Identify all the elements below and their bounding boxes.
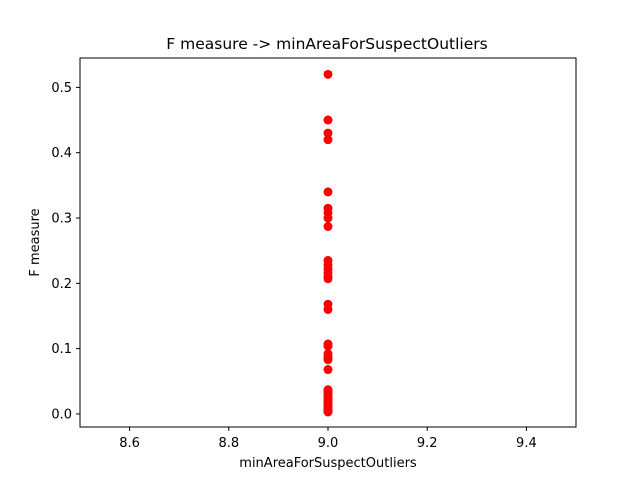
x-tick-label: 9.0 <box>318 436 339 451</box>
data-point <box>323 187 333 197</box>
y-tick-label: 0.5 <box>51 81 72 96</box>
data-point <box>323 355 333 365</box>
y-tick-label: 0.2 <box>51 277 72 292</box>
data-point <box>323 407 333 417</box>
y-tick-label: 0.3 <box>51 212 72 227</box>
data-point <box>323 304 333 314</box>
y-tick-label: 0.0 <box>51 407 72 422</box>
data-point <box>323 115 333 125</box>
data-point <box>323 128 333 138</box>
y-axis-ticks: 0.0 0.1 0.2 0.3 0.4 0.5 <box>51 81 80 422</box>
data-point <box>323 341 333 351</box>
y-tick-label: 0.1 <box>51 342 72 357</box>
data-point <box>323 221 333 231</box>
data-point <box>323 69 333 79</box>
x-tick-label: 9.2 <box>417 436 438 451</box>
x-axis-label: minAreaForSuspectOutliers <box>239 456 417 471</box>
chart-title: F measure -> minAreaForSuspectOutliers <box>166 35 487 53</box>
data-point <box>323 274 333 284</box>
data-points <box>323 69 333 417</box>
x-tick-label: 9.4 <box>516 436 537 451</box>
x-tick-label: 8.6 <box>119 436 140 451</box>
x-axis-ticks: 8.6 8.8 9.0 9.2 9.4 <box>119 427 537 451</box>
y-tick-label: 0.4 <box>51 146 72 161</box>
data-point <box>323 135 333 145</box>
y-axis-label: F measure <box>28 208 43 276</box>
data-point <box>323 213 333 223</box>
data-point <box>323 365 333 375</box>
x-tick-label: 8.8 <box>218 436 239 451</box>
